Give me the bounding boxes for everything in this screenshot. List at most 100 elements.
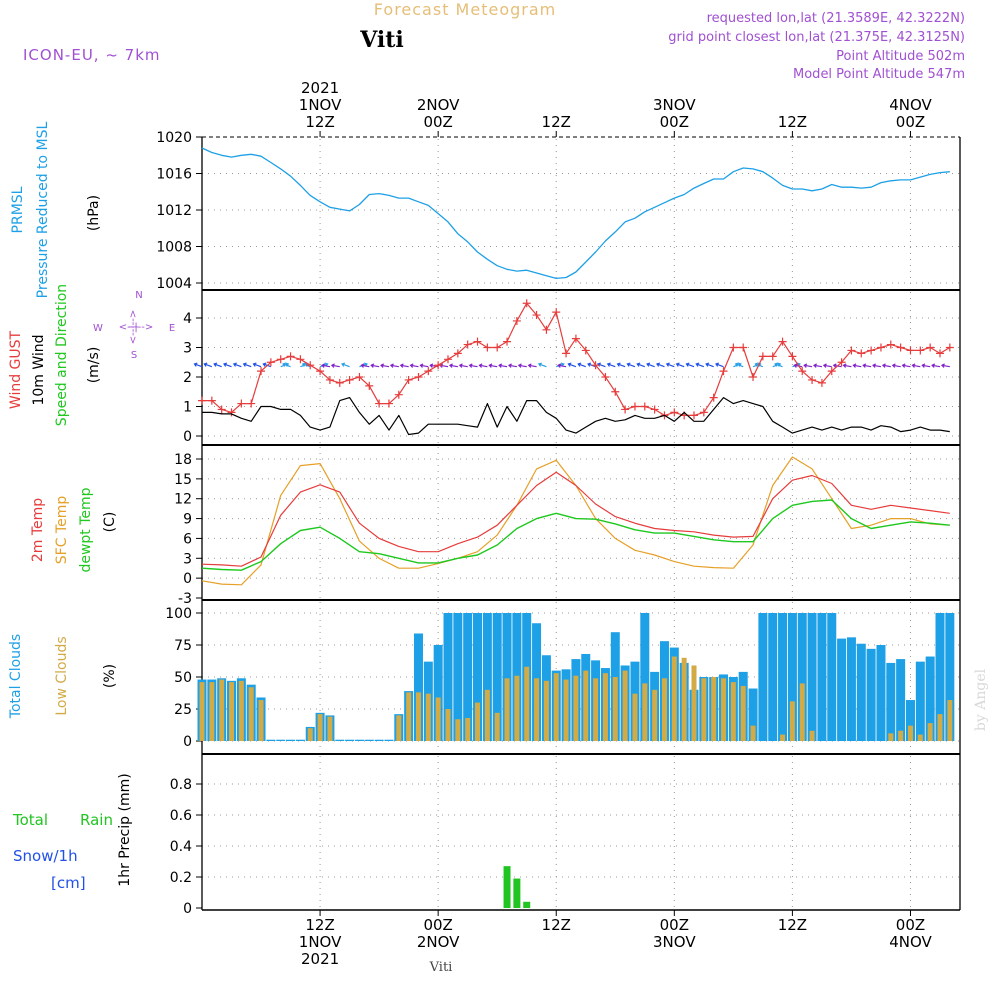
low-cloud-bar — [425, 693, 431, 741]
total-cloud-bar — [266, 739, 276, 741]
total-cloud-bar — [345, 739, 355, 741]
low-cloud-bar — [238, 680, 244, 741]
wind-direction-arrow-head — [193, 362, 198, 367]
wind-direction-arrow — [932, 364, 941, 368]
wind-direction-arrow-head — [203, 362, 208, 367]
compass-n: N — [135, 290, 142, 301]
pressure-unit: (hPa) — [86, 195, 102, 231]
watermark: by Angel — [973, 668, 989, 731]
y-tick-label: 0.2 — [170, 870, 192, 886]
total-cloud-bar — [768, 613, 778, 741]
y-tick-label: 0 — [183, 429, 192, 445]
compass-e: E — [169, 323, 175, 334]
wind-direction-arrow-head — [330, 363, 335, 368]
wind-direction-arrow-head — [242, 362, 247, 367]
y-tick-label: 0.4 — [170, 839, 192, 855]
pressure-title-2: Pressure Reduced to MSL — [35, 121, 51, 298]
gust-marker — [906, 346, 915, 355]
low-cloud-bar — [317, 714, 323, 741]
gust-marker — [857, 349, 866, 358]
low-cloud-bar — [661, 678, 667, 741]
wind-direction-arrow-head — [557, 363, 562, 368]
low-cloud-bar — [307, 728, 313, 741]
low-cloud-bar — [632, 693, 638, 741]
y-tick-label: 1012 — [156, 203, 192, 219]
wind-direction-arrow-head — [301, 362, 306, 367]
dewpt-temp-line — [201, 499, 950, 571]
y-tick-label: -3 — [178, 591, 192, 607]
time-label-top: 12Z — [542, 113, 571, 131]
wind-title-gust: Wind GUST — [8, 330, 24, 409]
wind-direction-arrow — [479, 364, 488, 368]
gust-marker — [463, 340, 472, 349]
wind-direction-arrow — [489, 364, 498, 368]
low-cloud-bar — [652, 689, 658, 741]
cloud-unit: (%) — [102, 664, 118, 688]
precip-legend-cm: [cm] — [51, 874, 86, 892]
total-cloud-bar — [335, 739, 345, 741]
y-tick-label: 0 — [183, 734, 192, 750]
temp-title-sfc: SFC Temp — [54, 496, 70, 565]
model-label: ICON-EU, ~ 7km — [23, 46, 161, 64]
gust-marker — [296, 355, 305, 364]
wind-direction-arrow-head — [695, 362, 700, 367]
wind-direction-arrow — [380, 364, 390, 368]
low-cloud-bar — [435, 697, 441, 741]
gust-marker — [532, 311, 541, 320]
low-cloud-bar — [543, 680, 549, 741]
wind-direction-arrow-head — [252, 362, 257, 367]
total-cloud-bar — [945, 613, 955, 741]
low-cloud-bar — [789, 701, 795, 741]
total-cloud-bar — [433, 645, 443, 741]
gust-marker — [729, 343, 738, 352]
wind-direction-arrow-head — [517, 363, 522, 368]
time-label-top: 00Z — [423, 113, 452, 131]
wind-direction-arrow — [518, 364, 527, 368]
wind-direction-arrow-head — [341, 362, 346, 367]
wind-direction-arrow-head — [508, 363, 512, 368]
gust-marker — [414, 373, 423, 381]
low-cloud-bar — [248, 687, 254, 741]
wind-direction-arrow — [321, 364, 331, 368]
y-tick-label: 1008 — [156, 240, 192, 256]
point-altitude: Point Altitude 502m — [836, 49, 965, 64]
total-cloud-bar — [453, 613, 463, 741]
wind-direction-arrow-head — [715, 362, 720, 367]
compass-w: W — [93, 323, 103, 334]
wind-direction-arrow — [331, 364, 340, 368]
wind-direction-arrow — [597, 363, 606, 368]
gust-marker — [453, 349, 462, 358]
total-cloud-bar — [817, 613, 827, 741]
low-cloud-bar — [799, 683, 805, 741]
wind-direction-arrow-head — [616, 362, 621, 367]
wind-direction-arrow-head — [223, 362, 228, 367]
low-cloud-bar — [721, 678, 727, 741]
y-tick-label: 18 — [174, 452, 192, 468]
gust-marker — [571, 334, 580, 343]
wind-direction-arrow-head — [813, 363, 817, 368]
y-tick-label: 1016 — [156, 167, 192, 183]
wind-direction-arrow — [469, 364, 478, 368]
wind-direction-arrow-head — [705, 362, 710, 367]
total-cloud-bar — [276, 739, 286, 741]
total-cloud-bar — [807, 613, 817, 741]
y-tick-label: 6 — [183, 531, 192, 547]
wind-direction-arrow — [676, 363, 685, 368]
gust-marker — [640, 402, 649, 411]
cloud-title-low: Low Clouds — [54, 636, 70, 715]
wind-direction-arrow-head — [862, 363, 867, 368]
gust-marker — [552, 308, 561, 317]
low-cloud-bar — [612, 677, 618, 741]
wind-direction-arrow-head — [940, 363, 945, 368]
wind-direction-arrow-head — [232, 362, 237, 367]
wind-direction-arrow-head — [498, 363, 503, 368]
gust-marker — [739, 343, 748, 352]
wind-direction-arrow-head — [852, 363, 857, 368]
total-cloud-bar — [896, 659, 906, 741]
compass-s: S — [131, 350, 137, 361]
total-cloud-bar — [758, 613, 768, 741]
wind-direction-arrow — [715, 363, 724, 368]
time-label-top: 2NOV — [417, 96, 460, 114]
gust-marker — [945, 343, 954, 352]
gust-marker — [719, 367, 728, 376]
